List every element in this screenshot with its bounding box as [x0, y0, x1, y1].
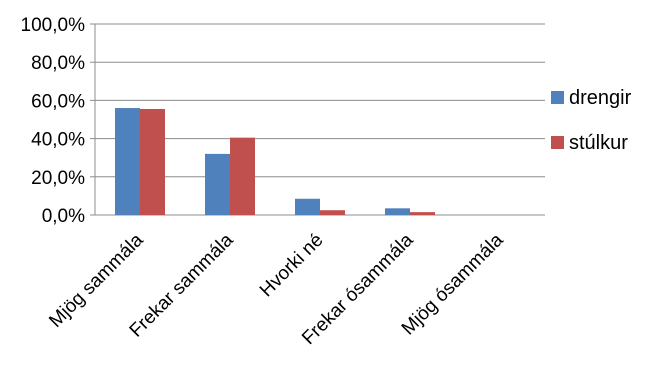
y-axis-ticks: 0,0% 20,0% 40,0% 60,0% 80,0% 100,0%: [21, 15, 86, 227]
legend-label-drengir: drengir: [569, 87, 632, 109]
bar-stúlkur: [230, 137, 255, 215]
y-tick-label: 80,0%: [31, 53, 85, 74]
legend-swatch-drengir: [551, 91, 564, 104]
bar-drengir: [385, 208, 410, 215]
legend-label-stúlkur: stúlkur: [569, 132, 628, 154]
x-category-label: Hvorki né: [256, 230, 328, 302]
gridlines: [90, 23, 545, 216]
bar-drengir: [205, 153, 230, 215]
x-category-label: Mjög sammála: [45, 229, 148, 332]
legend: drengir stúlkur: [551, 87, 632, 154]
bar-stúlkur: [410, 212, 435, 215]
bar-stúlkur: [320, 210, 345, 215]
y-tick-label: 0,0%: [42, 206, 85, 227]
y-tick-label: 60,0%: [31, 91, 85, 112]
y-tick-label: 40,0%: [31, 130, 85, 151]
legend-swatch-stúlkur: [551, 136, 564, 149]
y-tick-label: 20,0%: [31, 168, 85, 189]
bar-stúlkur: [140, 108, 165, 215]
y-tick-label: 100,0%: [21, 15, 86, 36]
bars: [115, 108, 435, 215]
bar-drengir: [115, 108, 140, 215]
bar-drengir: [295, 198, 320, 215]
